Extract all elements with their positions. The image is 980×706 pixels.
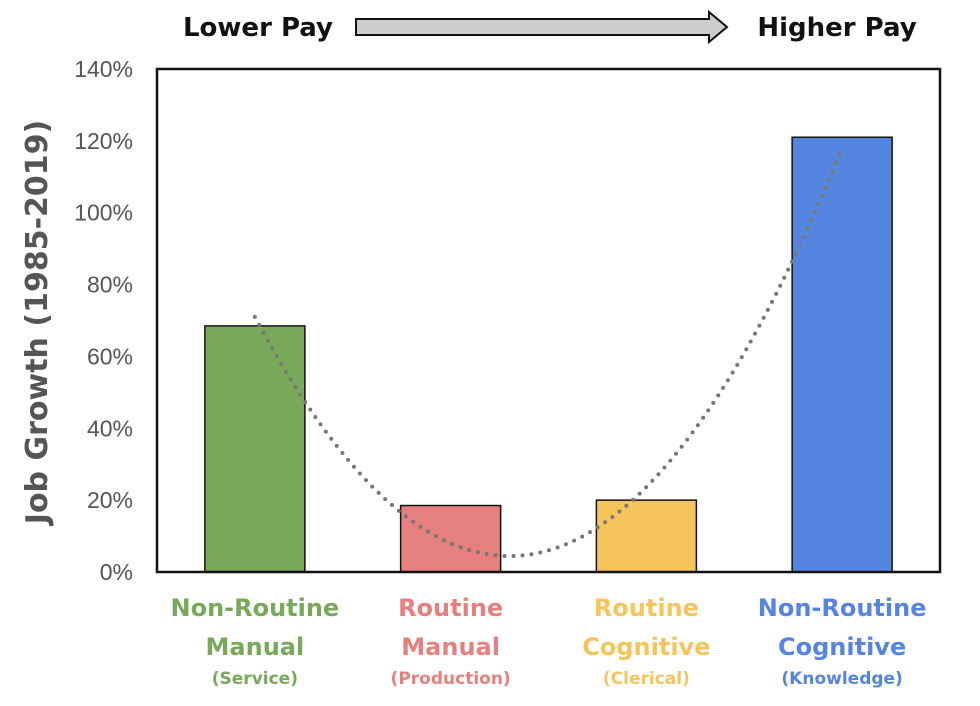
- pay-direction-arrow: [355, 9, 729, 45]
- category-sublabel: (Knowledge): [781, 669, 902, 689]
- y-tick-label: 0%: [100, 559, 133, 585]
- category-label-line2: Manual: [401, 633, 500, 661]
- bar: [595, 499, 698, 573]
- arrow-icon: [355, 9, 729, 45]
- bar: [399, 504, 502, 573]
- category-sublabel: (Clerical): [603, 669, 690, 689]
- y-tick-label: 60%: [87, 343, 133, 369]
- y-tick-label: 20%: [87, 487, 133, 513]
- category-label-line1: Routine: [594, 594, 699, 622]
- y-axis-label: Job Growth (1985-2019): [20, 120, 55, 526]
- category-sublabel: (Service): [212, 669, 298, 689]
- y-tick-label: 120%: [74, 128, 133, 154]
- trend-line: [252, 146, 845, 558]
- category-labels: Non-Routine Manual (Service) Routine Manual (…: [171, 594, 927, 689]
- category-label-line1: Non-Routine: [758, 594, 927, 622]
- y-tick-label: 140%: [74, 56, 133, 82]
- lower-pay-label: Lower Pay: [183, 13, 333, 43]
- y-tick-labels: 0% 20% 40% 60% 80% 100% 120% 140%: [74, 56, 133, 585]
- y-tick-label: 40%: [87, 415, 133, 441]
- category-label-line1: Routine: [398, 594, 503, 622]
- category-sublabel: (Production): [391, 669, 511, 689]
- bars: [204, 136, 893, 573]
- plot-frame: [155, 67, 942, 574]
- higher-pay-label: Higher Pay: [757, 13, 916, 43]
- category-label-line2: Cognitive: [778, 633, 906, 661]
- y-tick-label: 100%: [74, 200, 133, 226]
- y-tick-label: 80%: [87, 272, 133, 298]
- category-label-line1: Non-Routine: [171, 594, 340, 622]
- category-label-line2: Cognitive: [582, 633, 710, 661]
- category-label-line2: Manual: [206, 633, 305, 661]
- bar: [791, 136, 893, 573]
- bar: [204, 325, 306, 573]
